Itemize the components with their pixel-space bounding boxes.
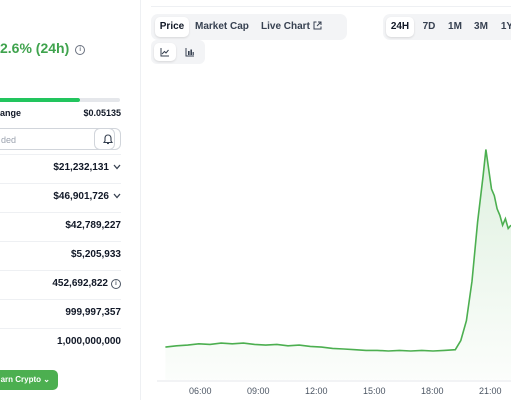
stat-value: 999,997,357 bbox=[65, 307, 121, 318]
range-24h-label: 24H bbox=[390, 21, 410, 32]
price-change: 2.6% (24h) i bbox=[0, 40, 86, 56]
x-tick-label: 21:00 bbox=[479, 386, 502, 396]
tab-live-chart-label: Live Chart bbox=[261, 21, 310, 32]
stat-row: 999,997,357 bbox=[0, 307, 121, 327]
stat-row[interactable]: $46,901,726 bbox=[0, 191, 121, 211]
earn-crypto-label: arn Crypto bbox=[0, 375, 42, 384]
time-range-selector: 24H 7D 1M 3M 1Y bbox=[383, 14, 511, 40]
tab-live-chart[interactable]: Live Chart bbox=[261, 17, 322, 37]
range-label: ange bbox=[0, 108, 22, 118]
x-tick-label: 09:00 bbox=[247, 386, 270, 396]
stat-row: 1,000,000,000 bbox=[0, 336, 121, 356]
range-1y[interactable]: 1Y bbox=[495, 17, 511, 37]
chart-tabs: Price Market Cap Live Chart bbox=[151, 14, 347, 40]
candlestick-button[interactable] bbox=[179, 43, 201, 61]
panel-divider bbox=[140, 0, 141, 400]
stat-value: $42,789,227 bbox=[65, 220, 121, 231]
stat-divider bbox=[0, 299, 121, 300]
range-high-value: $0.05135 bbox=[83, 108, 121, 118]
chevron-down-icon: ⌄ bbox=[43, 375, 50, 384]
chart-panel: Price Market Cap Live Chart 24H 7D 1M 3M… bbox=[141, 0, 511, 400]
info-icon[interactable]: i bbox=[75, 45, 86, 55]
range-7d-label: 7D bbox=[422, 21, 436, 32]
stat-value-text: 1,000,000,000 bbox=[57, 336, 121, 347]
price-area-fill bbox=[165, 149, 511, 380]
watchlist-input[interactable]: ded bbox=[0, 128, 115, 150]
stat-divider bbox=[0, 154, 121, 155]
tab-price-label: Price bbox=[159, 21, 185, 32]
range-24h[interactable]: 24H bbox=[386, 17, 414, 37]
coin-info-panel: 2.6% (24h) i ange $0.05135 ded $21,232,13… bbox=[0, 0, 140, 400]
range-progress-fill bbox=[0, 98, 80, 102]
bell-icon bbox=[103, 134, 113, 145]
stat-value-text: 999,997,357 bbox=[65, 307, 121, 318]
tab-market-cap[interactable]: Market Cap bbox=[195, 17, 249, 37]
chart-type-selector bbox=[151, 40, 205, 64]
stat-divider bbox=[0, 212, 121, 213]
stat-value: 1,000,000,000 bbox=[57, 336, 121, 347]
external-link-icon bbox=[313, 21, 322, 30]
line-chart-button[interactable] bbox=[154, 43, 176, 61]
stat-value: $46,901,726 bbox=[53, 191, 121, 202]
chevron-down-icon[interactable] bbox=[113, 191, 121, 202]
stat-divider bbox=[0, 241, 121, 242]
x-tick-label: 18:00 bbox=[421, 386, 444, 396]
range-7d[interactable]: 7D bbox=[417, 17, 441, 37]
line-chart-icon bbox=[160, 48, 169, 57]
range-3m-label: 3M bbox=[474, 21, 488, 32]
stat-row: $42,789,227 bbox=[0, 220, 121, 240]
stat-row: $5,205,933 bbox=[0, 249, 121, 269]
info-icon[interactable]: i bbox=[111, 279, 121, 289]
top-divider bbox=[151, 6, 511, 7]
tab-market-cap-label: Market Cap bbox=[195, 21, 249, 32]
x-tick-label: 12:00 bbox=[305, 386, 328, 396]
price-line bbox=[165, 149, 511, 352]
stat-row[interactable]: $21,232,131 bbox=[0, 162, 121, 182]
stat-divider bbox=[0, 270, 121, 271]
candlestick-icon bbox=[185, 48, 194, 57]
range-progress-track bbox=[80, 98, 120, 102]
price-alert-button[interactable] bbox=[94, 128, 121, 150]
stat-value: 452,692,822 i bbox=[52, 278, 121, 289]
stat-value-text: $42,789,227 bbox=[65, 220, 121, 231]
stat-value: $21,232,131 bbox=[53, 162, 121, 173]
range-1m[interactable]: 1M bbox=[443, 17, 467, 37]
stat-row: 452,692,822 i bbox=[0, 278, 121, 298]
price-chart[interactable] bbox=[141, 0, 511, 400]
stat-value-text: 452,692,822 bbox=[52, 278, 108, 289]
earn-crypto-button[interactable]: arn Crypto ⌄ bbox=[0, 370, 58, 390]
price-change-text: 2.6% (24h) bbox=[0, 40, 70, 56]
chevron-down-icon[interactable] bbox=[113, 162, 121, 173]
watchlist-placeholder: ded bbox=[1, 135, 17, 145]
range-3m[interactable]: 3M bbox=[469, 17, 493, 37]
stat-value-text: $46,901,726 bbox=[53, 191, 109, 202]
x-tick-label: 06:00 bbox=[189, 386, 212, 396]
stat-divider bbox=[0, 328, 121, 329]
stat-divider bbox=[0, 183, 121, 184]
stat-value-text: $5,205,933 bbox=[70, 249, 121, 260]
range-1y-label: 1Y bbox=[500, 21, 511, 32]
stat-value-text: $21,232,131 bbox=[53, 162, 109, 173]
x-tick-label: 15:00 bbox=[363, 386, 386, 396]
tab-price[interactable]: Price bbox=[155, 17, 189, 37]
stat-value: $5,205,933 bbox=[71, 249, 121, 260]
range-1m-label: 1M bbox=[448, 21, 462, 32]
